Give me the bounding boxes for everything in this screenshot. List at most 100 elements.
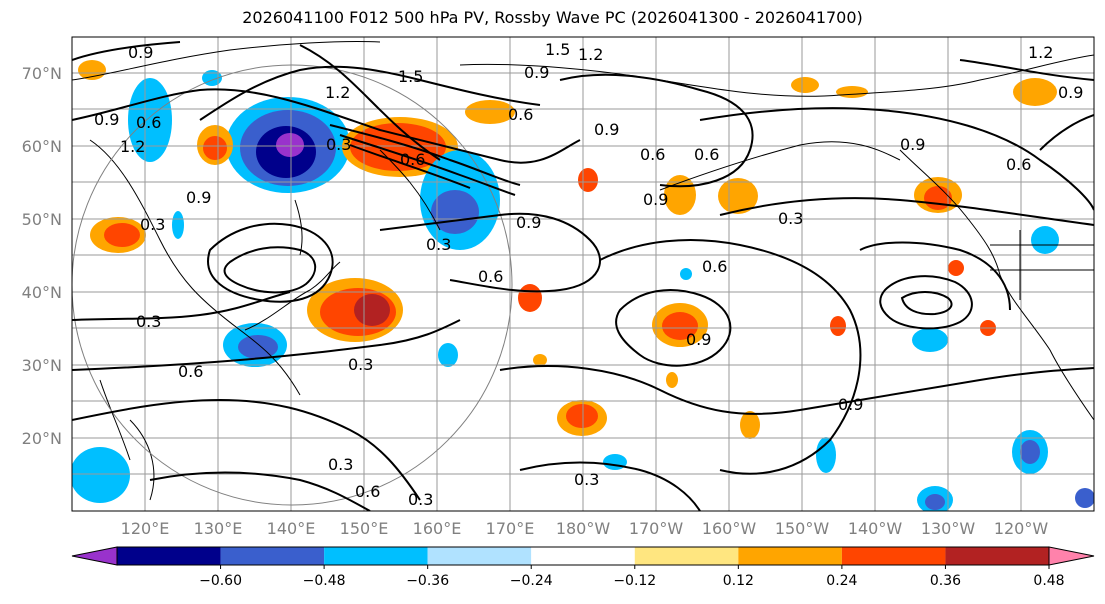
coastlines: [72, 40, 1094, 501]
map-panel: 0.9 1.5 1.2 0.9 1.5 1.2 0.6 0.9 0.6 1.2 …: [71, 36, 1095, 512]
pv-contour: [223, 246, 316, 294]
contour-label: 0.3: [328, 455, 353, 474]
pv-contours: [72, 41, 1094, 511]
pv-contour: [1039, 114, 1094, 151]
pv-contour: [959, 59, 1094, 81]
pv-contour: [349, 144, 471, 189]
positive-anomaly: [830, 316, 846, 336]
map-title: 2026041100 F012 500 hPa PV, Rossby Wave …: [242, 8, 863, 27]
longitude-labels: 120°E 130°E 140°E 150°E 160°E 170°E 180°…: [121, 519, 1049, 538]
contour-label: 1.2: [325, 83, 350, 102]
colorbar-bin: [220, 547, 325, 565]
pv-contour: [329, 124, 521, 186]
colorbar-bin: [634, 547, 739, 565]
negative-anomaly: [72, 447, 130, 503]
positive-anomaly: [740, 411, 760, 439]
pv-contour: [72, 398, 421, 501]
colorbar-tick-label: 0.36: [930, 573, 961, 589]
shading-layer: [72, 60, 1094, 511]
colorbar-tick-label: −0.36: [406, 573, 449, 589]
lon-label: 160°E: [413, 519, 462, 538]
contour-labels: 0.9 1.5 1.2 0.9 1.5 1.2 0.6 0.9 0.6 1.2 …: [94, 40, 1083, 509]
positive-anomaly: [718, 178, 758, 214]
lon-label: 130°W: [921, 519, 976, 538]
lon-label: 170°W: [629, 519, 684, 538]
lat-label: 50°N: [22, 210, 62, 229]
colorbar-bin: [324, 547, 428, 565]
negative-anomaly: [603, 454, 627, 470]
aleutian-islands: [659, 141, 901, 191]
contour-label: 0.9: [686, 330, 711, 349]
lon-label: 150°W: [775, 519, 830, 538]
positive-anomaly: [662, 312, 698, 340]
negative-anomaly: [1020, 440, 1040, 464]
contour-label: 0.9: [524, 63, 549, 82]
colorbar-extend-high: [1048, 546, 1095, 566]
contour-label: 0.6: [178, 362, 203, 381]
lat-label: 40°N: [22, 283, 62, 302]
colorbar-bin: [945, 547, 1049, 565]
positive-anomaly: [518, 284, 542, 312]
state-boundaries: [990, 230, 1094, 300]
negative-anomaly: [276, 133, 304, 157]
contour-label: 1.2: [120, 137, 145, 156]
coastline-kamchatka: [379, 149, 441, 231]
contour-label: 0.9: [94, 110, 119, 129]
contour-label: 0.9: [186, 188, 211, 207]
coastline: [72, 40, 381, 81]
contour-label: 0.6: [478, 267, 503, 286]
positive-anomaly: [354, 294, 390, 326]
pv-contour: [859, 241, 1011, 311]
positive-anomaly: [664, 175, 696, 215]
negative-anomaly: [238, 335, 278, 359]
positive-anomaly: [104, 223, 140, 247]
contour-label: 0.6: [640, 145, 665, 164]
latitude-labels: 70°N 60°N 50°N 40°N 30°N 20°N: [22, 64, 62, 448]
contour-label: 0.9: [900, 135, 925, 154]
negative-anomaly: [172, 211, 184, 239]
contour-label: 1.2: [1028, 43, 1053, 62]
negative-anomaly: [912, 328, 948, 352]
pv-contour: [339, 134, 516, 196]
lon-label: 160°W: [702, 519, 757, 538]
contour-label: 0.3: [140, 215, 165, 234]
lat-label: 60°N: [22, 137, 62, 156]
colorbar-tick-label: −0.60: [199, 573, 242, 589]
pv-contour: [72, 88, 581, 164]
lat-label: 30°N: [22, 356, 62, 375]
contour-label: 0.9: [643, 190, 668, 209]
pv-contour: [699, 107, 1094, 211]
coastline: [89, 139, 301, 396]
negative-anomaly: [680, 268, 692, 280]
contour-label: 0.6: [355, 482, 380, 501]
positive-anomaly: [465, 100, 515, 124]
colorbar-bin: [738, 547, 842, 565]
contour-label: 0.6: [508, 105, 533, 124]
lon-label: 120°E: [121, 519, 170, 538]
colorbar-tick-label: −0.24: [510, 573, 553, 589]
pv-contour: [199, 65, 541, 121]
contour-label: 1.5: [398, 67, 423, 86]
contour-label: 0.9: [838, 395, 863, 414]
colorbar-bin: [531, 547, 635, 565]
contour-label: 0.6: [136, 113, 161, 132]
contour-label: 0.6: [694, 145, 719, 164]
colorbar-tick-label: −0.12: [613, 573, 656, 589]
pv-contour: [719, 197, 1094, 226]
pv-contour: [379, 212, 601, 293]
contour-label: 0.3: [136, 312, 161, 331]
colorbar-tick-label: 0.12: [723, 573, 754, 589]
positive-anomaly: [666, 372, 678, 388]
pv-contour: [299, 44, 441, 161]
coastline-philippines: [99, 379, 155, 501]
positive-anomaly: [566, 404, 598, 428]
contour-label: 0.6: [400, 150, 425, 169]
colorbar-extend-low: [71, 546, 118, 566]
positive-anomaly: [203, 136, 227, 160]
pv-contour: [879, 275, 973, 330]
lon-label: 140°W: [848, 519, 903, 538]
contour-label: 0.6: [702, 257, 727, 276]
map-frame: [71, 36, 1095, 512]
positive-anomaly: [350, 123, 446, 171]
